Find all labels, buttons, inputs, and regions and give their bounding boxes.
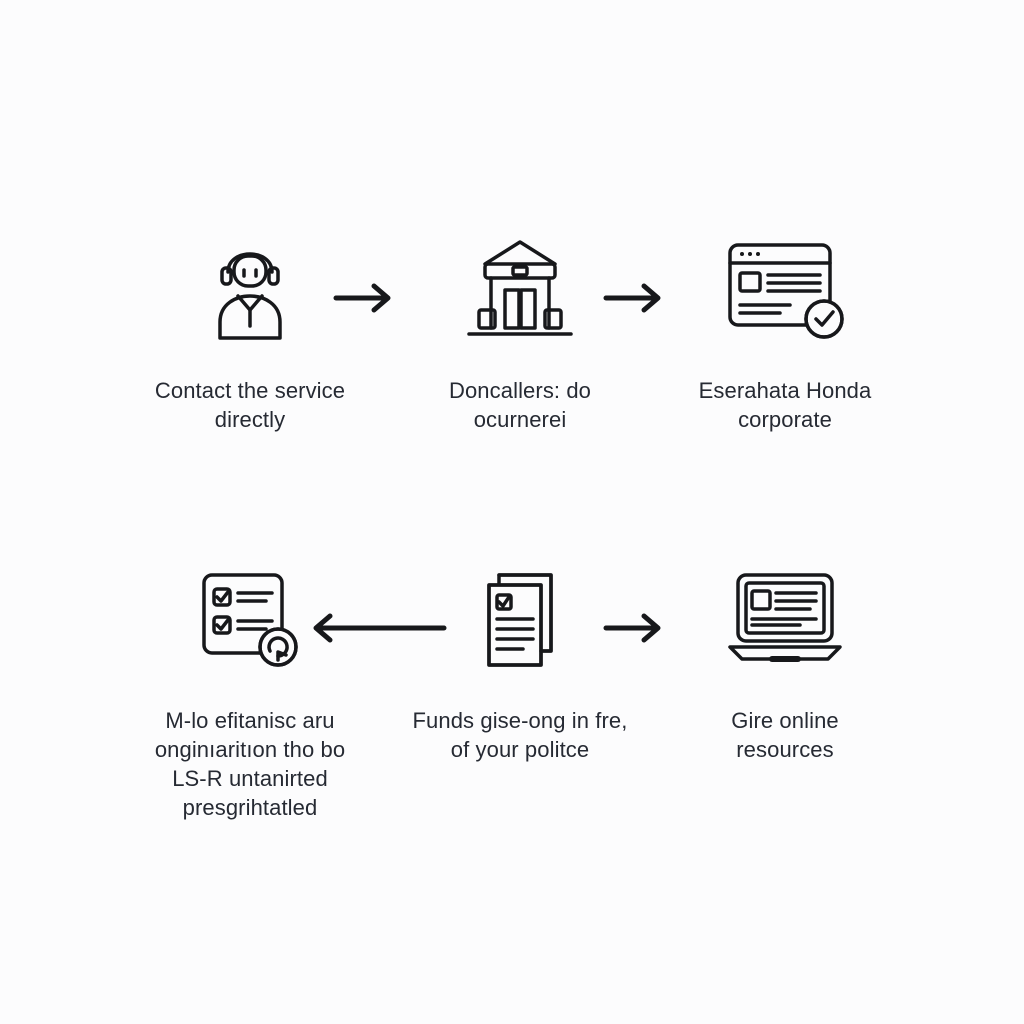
browser-check-icon: [720, 230, 850, 350]
checklist-refresh-icon: [190, 560, 310, 680]
arrow-right-icon: [330, 278, 400, 318]
step-documents: Funds gise-ong in fre, of your politce: [405, 560, 635, 764]
step-checklist-refresh: M-lo efitanisc aru onginıaritıon tho bo …: [135, 560, 365, 822]
step-label: Girе online resources: [731, 706, 839, 764]
step-corporate: Eserahata Honda corporate: [670, 230, 900, 434]
arrow-right-icon: [600, 608, 670, 648]
step-label: Funds gise-ong in fre, of your politce: [413, 706, 628, 764]
arrow-left-icon: [300, 608, 450, 648]
step-doncallers: Doncallers: do ocurnerеі: [405, 230, 635, 434]
step-label: M-lo efitanisc aru onginıaritıon tho bo …: [155, 706, 345, 822]
infographic-canvas: Contact the service directly: [0, 0, 1024, 1024]
building-icon: [455, 230, 585, 350]
step-label: Eserahata Honda corporate: [699, 376, 872, 434]
arrow-right-icon: [600, 278, 670, 318]
step-contact-service: Contact the service directly: [135, 230, 365, 434]
documents-check-icon: [465, 560, 575, 680]
step-online-resources: Girе online resources: [670, 560, 900, 764]
headset-person-icon: [200, 230, 300, 350]
step-label: Doncallers: do ocurnerеі: [449, 376, 591, 434]
step-label: Contact the service directly: [155, 376, 345, 434]
laptop-page-icon: [720, 560, 850, 680]
